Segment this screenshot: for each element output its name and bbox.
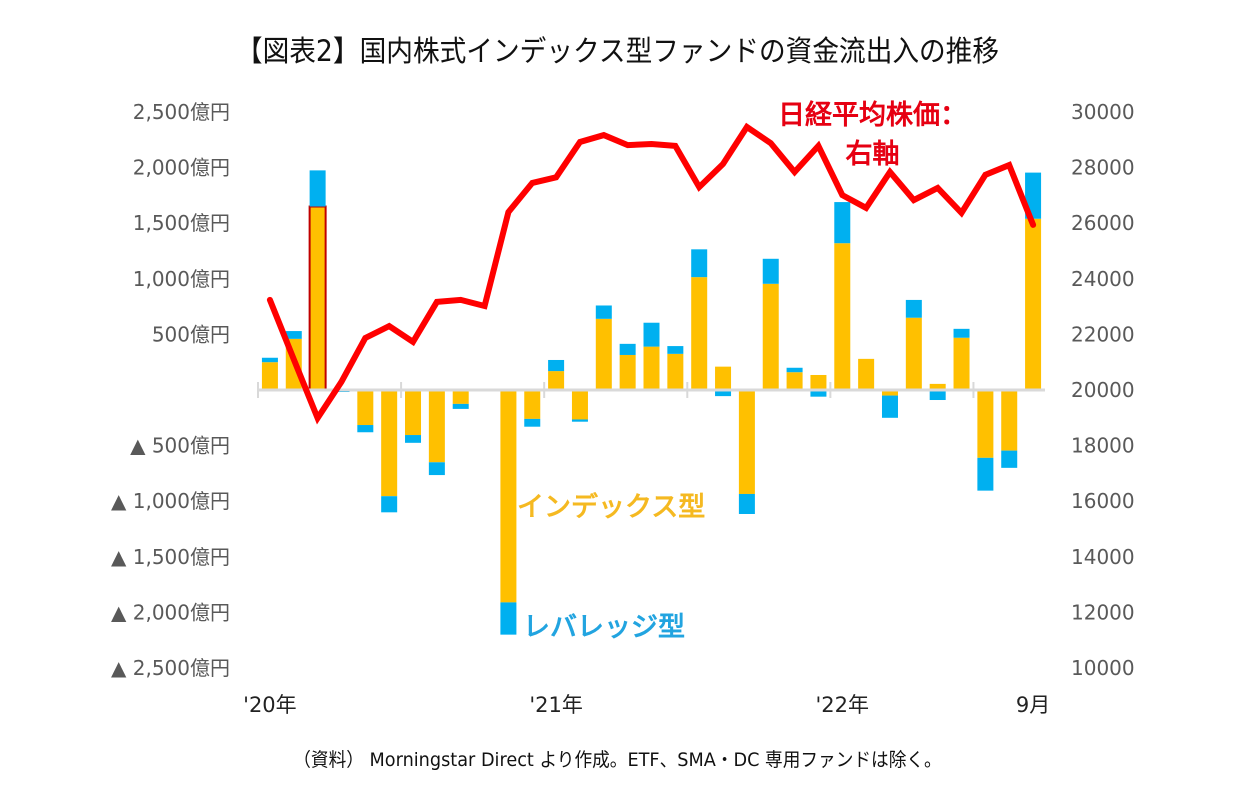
x-axis-tick-label: 9月 <box>1016 693 1050 717</box>
nikkei-label: 日経平均株価： 右軸 <box>778 96 967 174</box>
index-bar <box>810 374 827 390</box>
index-bar <box>619 354 636 390</box>
leverage-bar <box>905 299 922 318</box>
left-axis-tick-label: 2,500億円 <box>133 100 230 124</box>
index-bar <box>357 390 374 426</box>
leverage-bar <box>405 435 422 443</box>
index-bar <box>1001 390 1018 451</box>
x-axis-tick-labels: '20年 '21年 '22年 9月 <box>243 693 1050 717</box>
leverage-bar <box>643 322 660 347</box>
index-bar <box>715 366 732 390</box>
index-bar <box>786 372 803 390</box>
x-axis-tick-label: '20年 <box>243 693 297 717</box>
index-bar <box>308 205 327 391</box>
index-bar <box>428 390 445 463</box>
index-bar <box>524 390 541 419</box>
index-bar <box>881 390 898 396</box>
index-bar <box>261 362 278 390</box>
left-axis-tick-label: ▲ 2,500億円 <box>111 656 230 680</box>
right-axis-tick-label: 22000 <box>1071 322 1135 346</box>
leverage-bar <box>929 390 946 401</box>
index-bar <box>762 283 779 390</box>
index-bar <box>858 358 875 390</box>
leverage-bar <box>715 390 732 397</box>
leverage-bar <box>738 493 755 514</box>
index-bar <box>548 371 565 390</box>
leverage-bar <box>309 170 326 207</box>
leverage-bar <box>619 343 636 355</box>
index-bar <box>834 243 851 390</box>
right-axis-ticks: 30000 28000 26000 24000 22000 20000 18000 16000… <box>1071 100 1135 680</box>
index-bar <box>381 390 398 497</box>
leverage-bar <box>762 258 779 284</box>
leverage-bar <box>500 602 517 635</box>
leverage-bar <box>357 425 374 433</box>
leverage-bar <box>786 367 803 373</box>
right-axis-tick-label: 20000 <box>1071 378 1135 402</box>
right-axis-tick-label: 18000 <box>1071 434 1135 458</box>
index-bar <box>1025 218 1042 390</box>
leverage-bar <box>834 202 851 244</box>
index-fund-label: インデックス型 <box>517 492 706 523</box>
nikkei-label-line1: 日経平均株価： <box>778 100 967 131</box>
index-bar <box>667 353 684 390</box>
right-axis-tick-label: 16000 <box>1071 489 1135 513</box>
leverage-bar <box>977 457 994 491</box>
right-axis-tick-label: 26000 <box>1071 211 1135 235</box>
left-axis-tick-label: 500億円 <box>152 322 230 346</box>
leverage-bar <box>595 305 612 319</box>
leverage-bar <box>691 249 708 278</box>
index-bar <box>929 383 946 390</box>
index-bar <box>977 390 994 458</box>
x-axis-tick-label: '21年 <box>529 693 583 717</box>
left-axis-tick-label: ▲ 1,500億円 <box>111 545 230 569</box>
index-bar <box>643 346 660 390</box>
index-bar <box>571 390 588 420</box>
x-axis <box>257 382 1045 398</box>
leverage-bar <box>1001 450 1018 468</box>
right-axis-tick-label: 12000 <box>1071 600 1135 624</box>
nikkei-label-line2: 右軸 <box>845 139 900 170</box>
bars <box>261 170 1042 635</box>
left-axis-tick-label: ▲ 500億円 <box>130 434 230 458</box>
index-bar <box>452 390 469 404</box>
index-bar <box>500 390 517 603</box>
right-axis-tick-label: 28000 <box>1071 156 1135 180</box>
left-axis-tick-label: 1,000億円 <box>133 267 230 291</box>
right-axis-tick-label: 14000 <box>1071 545 1135 569</box>
footnote: （資料） Morningstar Direct より作成。ETF、SMA・DC … <box>293 749 942 771</box>
index-bar <box>595 318 612 390</box>
index-bar <box>691 277 708 390</box>
left-axis-tick-label: 2,000億円 <box>133 156 230 180</box>
index-bar <box>905 317 922 390</box>
leverage-bar <box>810 390 827 397</box>
right-axis-tick-label: 10000 <box>1071 656 1135 680</box>
leverage-bar <box>953 328 970 338</box>
leverage-bar <box>381 496 398 513</box>
right-axis-tick-label: 24000 <box>1071 267 1135 291</box>
right-axis-tick-label: 30000 <box>1071 100 1135 124</box>
nikkei-line <box>266 122 1037 425</box>
leverage-bar <box>452 403 469 409</box>
leverage-bar <box>285 331 302 339</box>
leverage-bar <box>428 462 445 476</box>
left-axis-tick-label: ▲ 2,000億円 <box>111 600 230 624</box>
left-axis-tick-label: ▲ 1,000億円 <box>111 489 230 513</box>
leverage-bar <box>881 395 898 418</box>
leverage-bar <box>548 359 565 372</box>
leverage-bar <box>571 419 588 422</box>
left-axis-tick-label: 1,500億円 <box>133 211 230 235</box>
x-axis-tick-label: '22年 <box>816 693 870 717</box>
nikkei-line-group <box>266 122 1037 425</box>
leverage-bar <box>524 418 541 427</box>
chart-title: 【図表2】国内株式インデックス型ファンドの資金流出入の推移 <box>235 34 1000 68</box>
leverage-bar <box>261 357 278 363</box>
leverage-fund-label: レバレッジ型 <box>523 612 685 643</box>
index-bar <box>405 390 422 436</box>
leverage-bar <box>667 346 684 354</box>
left-axis-ticks: 2,500億円 2,000億円 1,500億円 1,000億円 500億円 ▲ 500億円… <box>111 100 230 680</box>
index-bar <box>738 390 755 494</box>
index-bar <box>953 337 970 390</box>
